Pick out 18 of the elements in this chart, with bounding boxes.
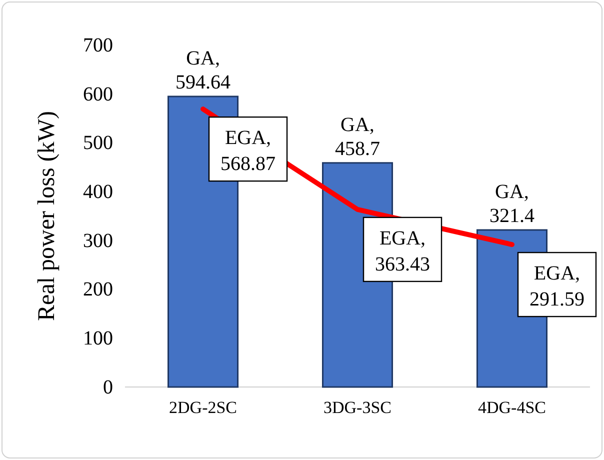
data-label: EGA, 291.59 <box>529 262 584 311</box>
data-label: GA, 458.7 <box>335 114 380 160</box>
y-tick-label: 200 <box>83 278 113 301</box>
x-tick-label: 3DG-3SC <box>323 398 392 418</box>
y-tick-label: 400 <box>83 180 113 203</box>
y-tick-label: 700 <box>83 34 113 56</box>
y-tick-label: 500 <box>83 132 113 154</box>
data-label: EGA, 568.87 <box>220 127 276 176</box>
x-tick-label: 2DG-2SC <box>169 398 238 418</box>
y-tick-label: 600 <box>83 83 113 106</box>
data-label: EGA, 363.43 <box>375 227 430 276</box>
data-label: GA, 321.4 <box>489 180 534 227</box>
x-tick-label: 4DG-4SC <box>478 398 546 418</box>
data-label: GA, 594.64 <box>176 47 231 94</box>
y-axis-title: Real power loss (kW) <box>34 111 60 321</box>
y-tick-label: 300 <box>83 230 113 252</box>
y-tick-label: 100 <box>83 328 113 350</box>
y-tick-label: 0 <box>103 376 113 398</box>
